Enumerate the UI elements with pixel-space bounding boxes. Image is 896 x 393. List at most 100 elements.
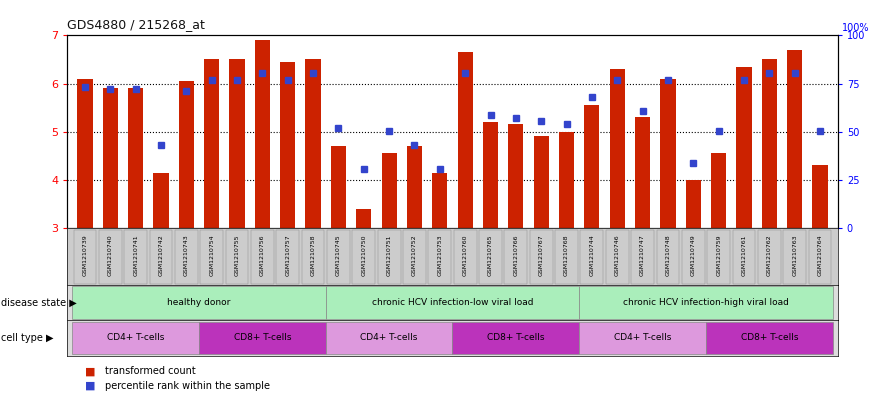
Text: GSM1210762: GSM1210762 <box>767 235 771 276</box>
Bar <box>609 69 625 228</box>
Bar <box>737 67 752 228</box>
FancyBboxPatch shape <box>631 230 654 284</box>
Bar <box>128 88 143 228</box>
FancyBboxPatch shape <box>479 230 502 284</box>
Text: GSM1210752: GSM1210752 <box>412 235 417 276</box>
FancyBboxPatch shape <box>530 230 553 284</box>
FancyBboxPatch shape <box>99 230 122 284</box>
Text: GSM1210749: GSM1210749 <box>691 234 696 276</box>
Text: GSM1210761: GSM1210761 <box>742 235 746 276</box>
Text: 100%: 100% <box>842 22 869 33</box>
Text: CD8+ T-cells: CD8+ T-cells <box>234 334 291 342</box>
FancyBboxPatch shape <box>657 230 679 284</box>
Text: GSM1210768: GSM1210768 <box>564 235 569 276</box>
Text: CD4+ T-cells: CD4+ T-cells <box>360 334 418 342</box>
FancyBboxPatch shape <box>452 322 579 354</box>
Bar <box>229 59 245 228</box>
FancyBboxPatch shape <box>758 230 780 284</box>
Text: GSM1210765: GSM1210765 <box>488 235 493 276</box>
Bar <box>660 79 676 228</box>
FancyBboxPatch shape <box>733 230 755 284</box>
FancyBboxPatch shape <box>327 230 349 284</box>
Bar <box>762 59 777 228</box>
Text: GSM1210760: GSM1210760 <box>462 235 468 276</box>
Bar <box>77 79 92 228</box>
Text: ■: ■ <box>85 381 96 391</box>
FancyBboxPatch shape <box>175 230 198 284</box>
Text: ■: ■ <box>85 366 96 376</box>
FancyBboxPatch shape <box>352 230 375 284</box>
Text: GSM1210757: GSM1210757 <box>285 235 290 276</box>
FancyBboxPatch shape <box>808 230 831 284</box>
FancyBboxPatch shape <box>73 230 97 284</box>
Text: GSM1210767: GSM1210767 <box>538 235 544 276</box>
FancyBboxPatch shape <box>150 230 172 284</box>
Bar <box>306 59 321 228</box>
Text: GDS4880 / 215268_at: GDS4880 / 215268_at <box>67 18 205 31</box>
Text: CD4+ T-cells: CD4+ T-cells <box>107 334 164 342</box>
Bar <box>331 146 346 228</box>
Bar <box>635 117 650 228</box>
FancyBboxPatch shape <box>606 230 629 284</box>
FancyBboxPatch shape <box>579 322 706 354</box>
Text: GSM1210753: GSM1210753 <box>437 235 443 276</box>
Bar <box>711 153 727 228</box>
FancyBboxPatch shape <box>226 230 248 284</box>
Text: GSM1210742: GSM1210742 <box>159 234 163 276</box>
FancyBboxPatch shape <box>504 230 527 284</box>
FancyBboxPatch shape <box>199 322 326 354</box>
Text: GSM1210750: GSM1210750 <box>361 235 366 276</box>
Text: GSM1210754: GSM1210754 <box>209 235 214 276</box>
Text: CD8+ T-cells: CD8+ T-cells <box>487 334 545 342</box>
FancyBboxPatch shape <box>326 322 452 354</box>
Text: GSM1210744: GSM1210744 <box>590 234 594 276</box>
Bar <box>407 146 422 228</box>
Text: GSM1210747: GSM1210747 <box>640 234 645 276</box>
Text: chronic HCV infection-high viral load: chronic HCV infection-high viral load <box>623 298 788 307</box>
Bar <box>356 209 371 228</box>
Bar <box>204 59 220 228</box>
FancyBboxPatch shape <box>403 230 426 284</box>
FancyBboxPatch shape <box>556 230 578 284</box>
Text: transformed count: transformed count <box>105 366 195 376</box>
FancyBboxPatch shape <box>707 230 730 284</box>
Text: GSM1210745: GSM1210745 <box>336 235 340 276</box>
Text: GSM1210740: GSM1210740 <box>108 235 113 276</box>
Text: healthy donor: healthy donor <box>168 298 230 307</box>
Text: chronic HCV infection-low viral load: chronic HCV infection-low viral load <box>372 298 533 307</box>
Bar <box>280 62 296 228</box>
FancyBboxPatch shape <box>783 230 806 284</box>
Text: GSM1210766: GSM1210766 <box>513 235 519 276</box>
FancyBboxPatch shape <box>201 230 223 284</box>
Bar <box>153 173 168 228</box>
Text: GSM1210751: GSM1210751 <box>386 235 392 276</box>
Text: cell type ▶: cell type ▶ <box>1 333 54 343</box>
FancyBboxPatch shape <box>579 286 832 319</box>
Text: GSM1210759: GSM1210759 <box>716 235 721 276</box>
FancyBboxPatch shape <box>73 322 199 354</box>
Bar <box>382 153 397 228</box>
FancyBboxPatch shape <box>378 230 401 284</box>
Text: GSM1210746: GSM1210746 <box>615 235 620 276</box>
FancyBboxPatch shape <box>276 230 299 284</box>
Bar <box>432 173 447 228</box>
Bar <box>584 105 599 228</box>
Text: GSM1210743: GSM1210743 <box>184 234 189 276</box>
FancyBboxPatch shape <box>706 322 832 354</box>
Text: GSM1210756: GSM1210756 <box>260 235 265 276</box>
Bar <box>178 81 194 228</box>
Text: GSM1210755: GSM1210755 <box>235 235 239 276</box>
Text: GSM1210739: GSM1210739 <box>82 234 88 276</box>
Text: GSM1210748: GSM1210748 <box>666 235 670 276</box>
FancyBboxPatch shape <box>428 230 452 284</box>
Text: GSM1210764: GSM1210764 <box>817 235 823 276</box>
Bar <box>787 50 802 228</box>
Bar <box>534 136 548 228</box>
Text: disease state ▶: disease state ▶ <box>1 298 77 308</box>
Bar <box>458 52 473 228</box>
Bar <box>685 180 701 228</box>
FancyBboxPatch shape <box>125 230 147 284</box>
Text: GSM1210763: GSM1210763 <box>792 235 797 276</box>
Bar <box>508 125 523 228</box>
FancyBboxPatch shape <box>73 286 326 319</box>
